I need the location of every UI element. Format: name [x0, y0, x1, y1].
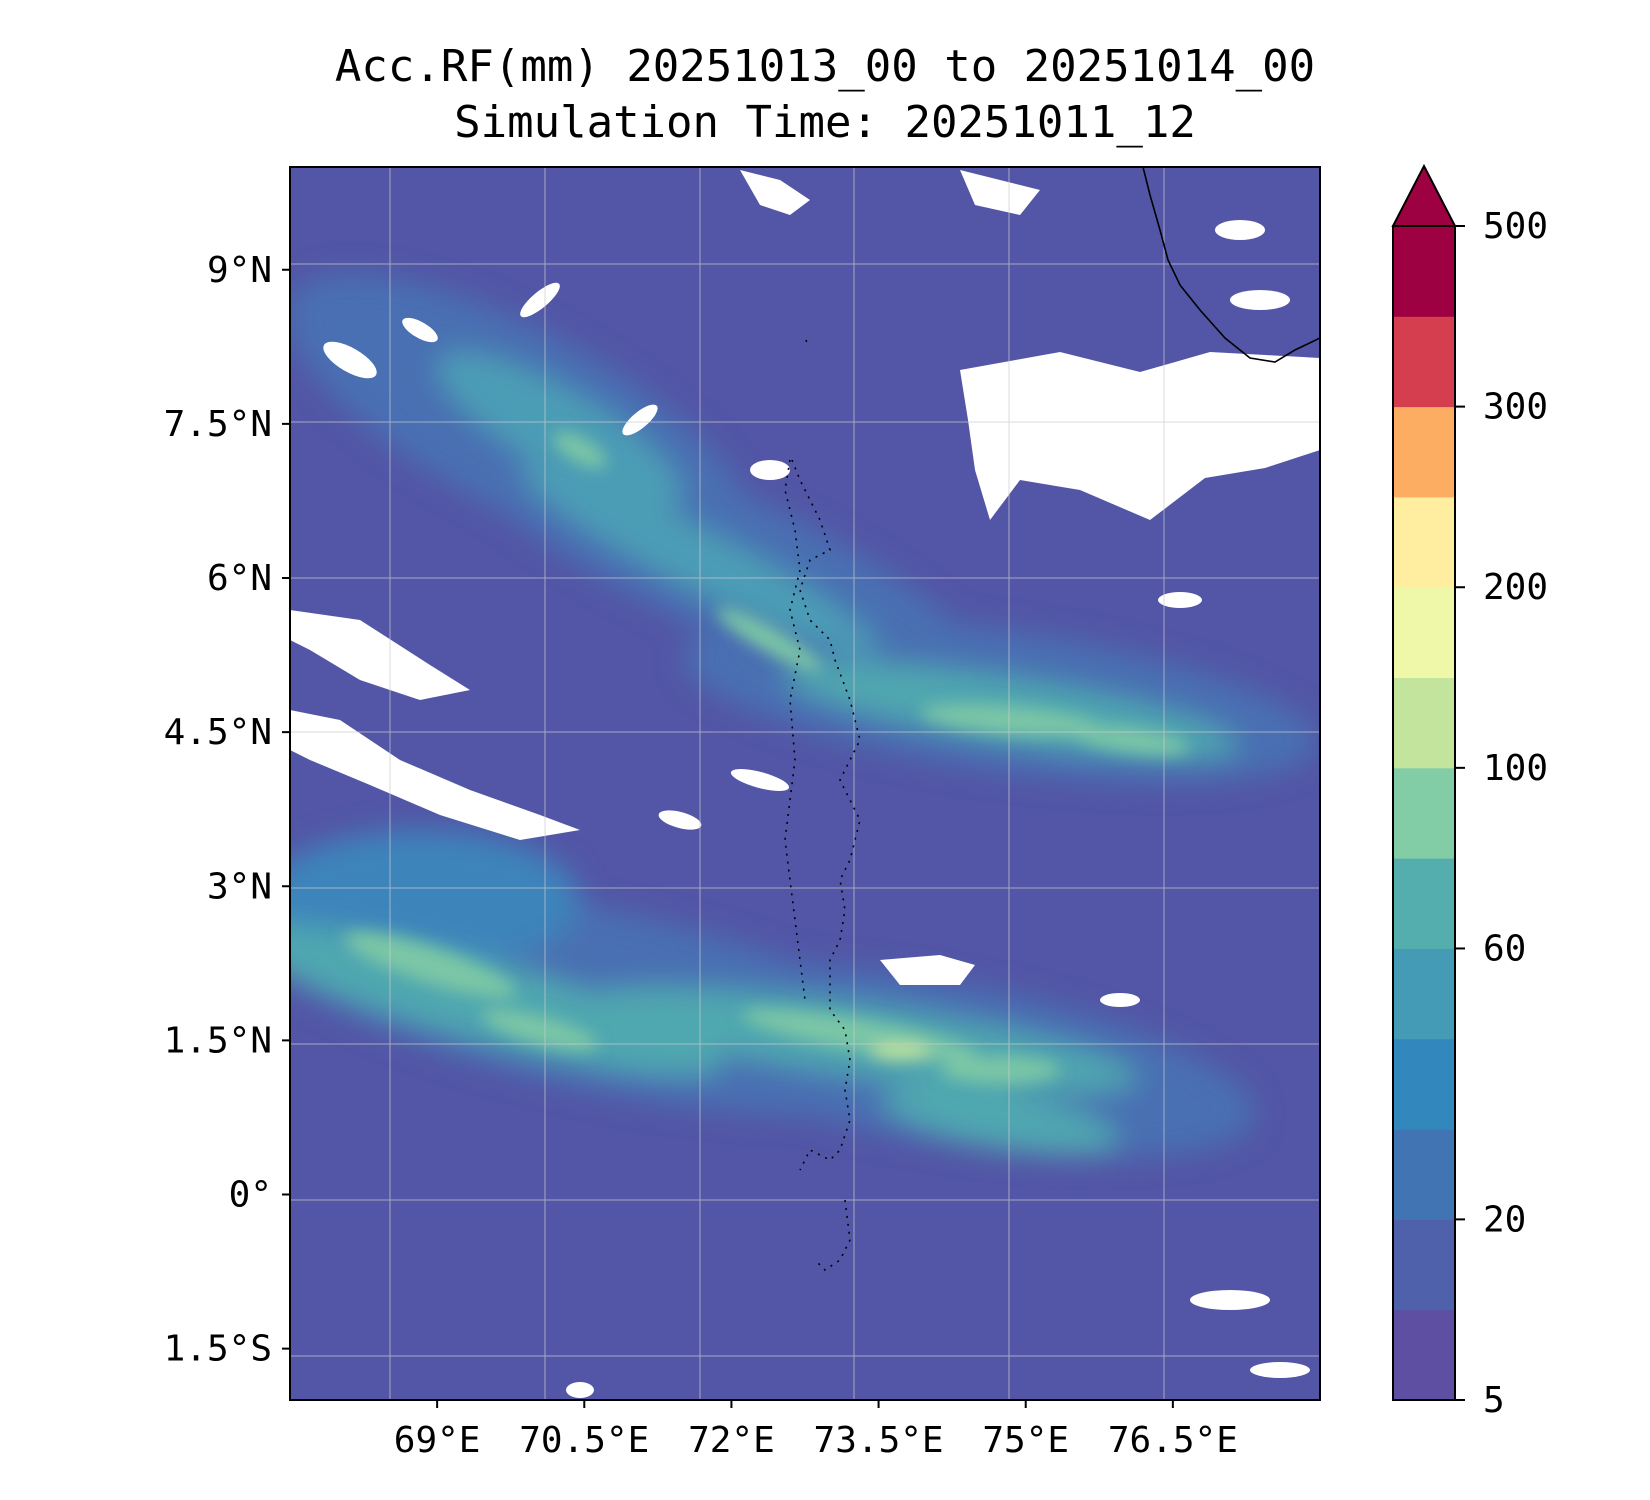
colorbar-segment: [1393, 677, 1455, 769]
gridlines: [290, 167, 1320, 1400]
y-tick-label: 1.5°S: [164, 1329, 272, 1370]
colorbar-segment: [1393, 1219, 1455, 1311]
colorbar-segment: [1393, 587, 1455, 679]
x-tick-label: 70.5°E: [519, 1420, 649, 1461]
colorbar-segment: [1393, 316, 1455, 408]
colorbar-segment: [1393, 1129, 1455, 1220]
y-tick-label: 7.5°N: [164, 404, 272, 445]
colorbar-segment: [1393, 226, 1455, 317]
dry-area-west: [290, 610, 470, 700]
colorbar-segment: [1393, 496, 1455, 588]
coastlines: [784, 167, 1320, 1272]
x-tick-label: 72°E: [688, 1420, 775, 1461]
y-tick-label: 4.5°N: [164, 712, 272, 753]
dry-area-equator: [880, 955, 975, 985]
colorbar-segment: [1393, 406, 1455, 498]
colorbar-segment: [1393, 948, 1455, 1040]
map-title-line1: Acc.RF(mm) 20251013_00 to 20251014_00: [334, 41, 1316, 92]
y-tick-label: 6°N: [207, 558, 272, 599]
dry-areas: [290, 170, 1320, 1398]
y-tick-label: 9°N: [207, 250, 272, 291]
x-axis-ticks: 69°E 70.5°E 72°E 73.5°E 75°E 76.5°E: [394, 1400, 1238, 1461]
colorbar-tick-label: 60: [1483, 928, 1526, 969]
x-tick-label: 76.5°E: [1108, 1420, 1238, 1461]
y-tick-label: 0°: [229, 1175, 272, 1216]
india-coastline: [1142, 167, 1320, 363]
colorbar-tick-label: 500: [1483, 206, 1548, 247]
colorbar-tick-label: 300: [1483, 387, 1548, 428]
colorbar-segment: [1393, 1038, 1455, 1130]
colorbar-segment: [1393, 858, 1455, 949]
colorbar-extend-arrow: [1391, 163, 1457, 227]
dry-area-northeast-coast: [960, 170, 1040, 215]
maldives-atolls: [791, 339, 861, 1272]
colorbar-frame: [1392, 225, 1456, 1401]
colorbar-tick-label: 5: [1483, 1380, 1505, 1421]
colorbar-segment: [1393, 767, 1455, 859]
dry-area-west-lower: [290, 710, 580, 840]
y-tick-label: 3°N: [207, 866, 272, 907]
colorbar-segment: [1393, 1309, 1455, 1401]
colorbar-tick-label: 200: [1483, 567, 1548, 608]
y-tick-label: 1.5°N: [164, 1020, 272, 1061]
y-axis-ticks: 9°N 7.5°N 6°N 4.5°N 3°N 1.5°N 0° 1.5°S: [164, 250, 290, 1370]
dry-area-northeast: [960, 352, 1320, 520]
map-title-line2: Simulation Time: 20251011_12: [454, 97, 1196, 148]
rain-band-cores: [344, 431, 1190, 1084]
x-tick-label: 73.5°E: [814, 1420, 944, 1461]
plot-frame: [289, 166, 1321, 1401]
dry-area-north: [740, 170, 810, 215]
colorbar-tick-label: 20: [1483, 1199, 1526, 1240]
colorbar: 5 20 60 100 200 300 500: [1391, 163, 1548, 1421]
colorbar-tick-label: 100: [1483, 748, 1548, 789]
x-tick-label: 75°E: [982, 1420, 1069, 1461]
plot-area: [290, 167, 1320, 1400]
x-tick-label: 69°E: [394, 1420, 481, 1461]
